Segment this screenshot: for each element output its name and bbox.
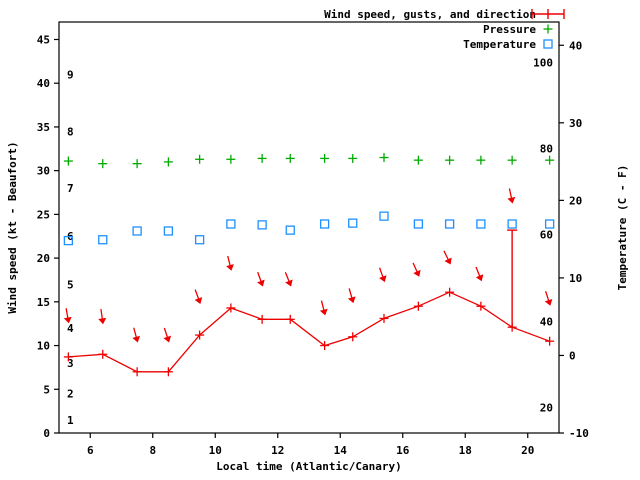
wind-direction-arrow [132, 327, 141, 343]
fahrenheit-label: 20 [540, 401, 553, 414]
wind-speed-line [68, 291, 550, 373]
y-tick-label-left: 15 [37, 296, 50, 309]
temperature-marker [132, 226, 142, 236]
x-tick-label: 10 [209, 444, 222, 457]
fahrenheit-label: 60 [540, 228, 553, 241]
temperature-marker [98, 235, 108, 245]
y-tick-label-left: 40 [37, 77, 50, 90]
temperature-marker [413, 219, 424, 229]
legend-label: Wind speed, gusts, and direction [324, 8, 536, 21]
fahrenheit-label: 100 [533, 56, 553, 69]
temperature-marker [63, 235, 74, 246]
x-tick-label: 6 [87, 444, 94, 457]
wind-direction-arrow [257, 271, 265, 287]
beaufort-label: 2 [67, 388, 74, 401]
temperature-marker [348, 218, 358, 228]
legend-sample-temperature [543, 39, 553, 49]
right-axis-title: Temperature (C - F) [616, 165, 629, 291]
beaufort-label: 9 [67, 68, 74, 81]
y-tick-label-right: 30 [569, 117, 582, 130]
wind-direction-arrow [284, 272, 293, 287]
temperature-marker [285, 225, 295, 235]
y-tick-label-right: 40 [569, 39, 582, 52]
beaufort-label: 4 [67, 322, 74, 335]
y-tick-label-left: 20 [37, 252, 50, 265]
y-tick-label-left: 35 [37, 121, 50, 134]
x-tick-label: 20 [521, 444, 534, 457]
legend-label: Temperature [463, 38, 536, 51]
left-axis-title: Wind speed (kt - Beaufort) [6, 141, 19, 313]
temperature-marker [194, 235, 205, 245]
x-tick-label: 14 [334, 444, 348, 457]
temperature-marker [319, 219, 330, 229]
wind-direction-arrow [475, 266, 484, 282]
y-tick-label-right: 0 [569, 349, 576, 362]
x-tick-label: 12 [271, 444, 284, 457]
x-tick-label: 16 [396, 444, 410, 457]
beaufort-label: 8 [67, 125, 74, 138]
y-tick-label-left: 30 [37, 165, 50, 178]
y-tick-label-left: 0 [43, 427, 50, 440]
temperature-marker [379, 211, 389, 221]
temperature-marker [444, 219, 455, 229]
beaufort-label: 5 [67, 278, 74, 291]
wind-direction-arrow [443, 250, 452, 265]
beaufort-label: 3 [67, 357, 74, 370]
y-tick-label-left: 45 [37, 33, 50, 46]
bottom-axis-title: Local time (Atlantic/Canary) [216, 460, 401, 473]
y-tick-label-right: 10 [569, 272, 582, 285]
wind-direction-arrow [412, 262, 421, 277]
temperature-marker [507, 219, 517, 229]
y-tick-label-right: 20 [569, 194, 582, 207]
wind-direction-arrow [194, 289, 203, 304]
temperature-marker [226, 219, 236, 229]
x-tick-label: 8 [149, 444, 156, 457]
wind-direction-arrow [319, 300, 328, 316]
x-tick-label: 18 [459, 444, 472, 457]
beaufort-label: 7 [67, 182, 74, 195]
wind-direction-arrow [226, 255, 234, 271]
wind-direction-arrow [507, 188, 516, 204]
legend-label: Pressure [483, 23, 536, 36]
temperature-marker [163, 226, 174, 236]
y-tick-label-left: 25 [37, 208, 50, 221]
y-tick-label-left: 10 [37, 340, 50, 353]
temperature-marker [476, 219, 486, 229]
fahrenheit-label: 80 [540, 142, 553, 155]
plot-frame [58, 21, 560, 434]
wind-direction-arrow [378, 267, 387, 283]
y-tick-label-right: -10 [569, 427, 589, 440]
wind-direction-arrow [98, 308, 107, 325]
temperature-marker [257, 220, 267, 230]
wind-direction-arrow [163, 327, 172, 343]
wind-direction-arrow [63, 308, 72, 324]
beaufort-label: 1 [67, 414, 74, 427]
wind-direction-arrow [347, 288, 356, 304]
fahrenheit-label: 40 [540, 315, 553, 328]
wind-direction-arrow [544, 291, 553, 306]
y-tick-label-left: 5 [43, 383, 50, 396]
temperature-marker [544, 219, 555, 229]
